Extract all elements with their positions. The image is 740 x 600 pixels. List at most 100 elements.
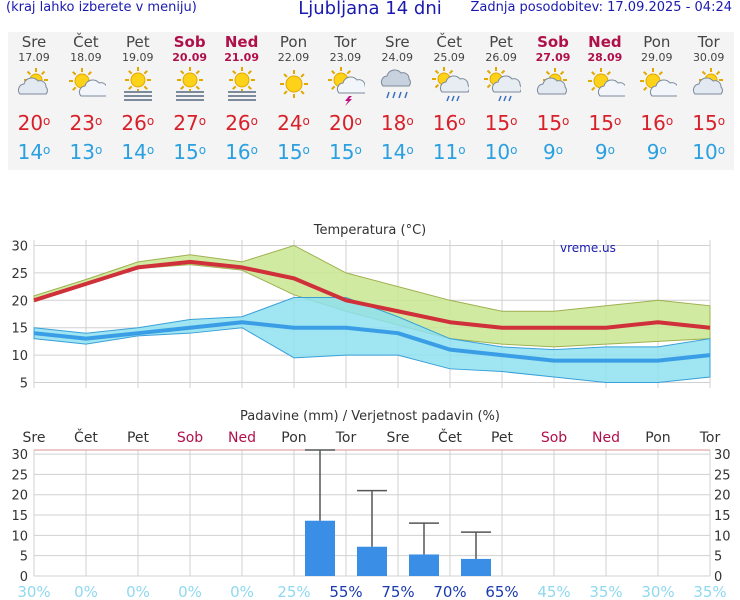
y-tick-label-left: 20 — [11, 489, 28, 504]
day-date: 18.09 — [70, 51, 102, 64]
sun-cloud-icon — [587, 68, 625, 97]
precip-probability: 0% — [178, 583, 202, 600]
sun-cloud-icon — [68, 68, 106, 97]
day-name: Sob — [173, 33, 206, 51]
temp-max: 20o — [328, 111, 362, 135]
precip-bar — [305, 520, 335, 576]
last-update-label: Zadnja posodobitev: 17.09.2025 - 04:24 — [470, 0, 732, 15]
y-tick-label-left: 0 — [20, 570, 28, 585]
x-tick-label: Ned — [592, 430, 620, 446]
daily-forecast-strip: Sre 17.09 20o 14o Čet 18.09 23o 13o Pet 19… — [8, 32, 734, 170]
precip-probability: 45% — [537, 583, 570, 600]
temp-min: 15o — [277, 140, 310, 164]
x-tick-label: Ned — [228, 430, 256, 446]
temp-max: 26o — [121, 111, 155, 135]
day-name: Sob — [537, 33, 569, 51]
precip-probability: 65% — [485, 583, 518, 600]
temp-max: 23o — [69, 111, 103, 135]
x-tick-label: Sob — [177, 430, 203, 446]
y-tick-label-left: 30 — [11, 448, 28, 463]
temp-max: 16o — [640, 111, 674, 135]
y-tick-label-right: 25 — [714, 468, 731, 483]
day-name: Sre — [385, 33, 410, 51]
day-date: 28.09 — [587, 51, 623, 64]
day-forecast: Ned 28.09 15o 9o — [579, 32, 631, 163]
day-forecast: Čet 25.09 16o 11o — [423, 32, 475, 163]
temp-min: 14o — [121, 140, 155, 164]
precip-probability: 70% — [433, 583, 466, 600]
temp-max: 18o — [380, 111, 414, 135]
precip-probability: 0% — [230, 583, 254, 600]
day-forecast: Tor 30.09 15o 10o — [683, 32, 735, 164]
day-date: 20.09 — [172, 51, 208, 64]
y-tick-label-left: 15 — [11, 509, 28, 524]
sun-rain-icon — [432, 67, 470, 102]
day-name: Čet — [436, 33, 462, 51]
y-tick-label-left: 10 — [11, 529, 28, 544]
day-name: Tor — [334, 33, 357, 51]
temp-min: 13o — [69, 140, 103, 164]
y-tick-label: 15 — [11, 322, 28, 337]
precip-probability: 35% — [589, 583, 622, 600]
day-forecast: Pet 19.09 26o 14o — [112, 32, 164, 164]
day-forecast: Sob 27.09 15o 9o — [527, 32, 579, 164]
precipitation-chart: Padavine (mm) / Verjetnost padavin (%) Sr… — [11, 409, 731, 600]
y-tick-label-left: 5 — [20, 550, 28, 565]
day-date: 30.09 — [692, 51, 725, 64]
y-tick-label: 30 — [11, 239, 28, 254]
day-forecast: Tor 23.09 20o 15o — [319, 32, 371, 163]
day-name: Ned — [224, 33, 259, 51]
y-tick-label-right: 15 — [714, 509, 731, 524]
day-forecast: Sre 24.09 18o 14o — [371, 32, 423, 164]
precip-probability: 30% — [17, 583, 50, 600]
precip-probability: 25% — [277, 583, 310, 600]
precip-bar — [461, 558, 491, 576]
sun-icon — [279, 70, 308, 98]
sun-fog-icon — [123, 67, 152, 101]
precip-bar — [409, 554, 439, 576]
precip-probability: 30% — [641, 583, 674, 600]
y-tick-label-right: 20 — [714, 489, 731, 504]
day-name: Pet — [489, 33, 513, 51]
location-menu-link[interactable]: (kraj lahko izberete v meniju) — [6, 0, 197, 15]
tmax-line — [33, 259, 711, 330]
y-tick-label-right: 30 — [714, 448, 731, 463]
day-name: Pet — [125, 33, 150, 51]
y-tick-label: 25 — [11, 267, 28, 282]
y-tick-label: 20 — [11, 294, 28, 309]
day-date: 23.09 — [329, 51, 362, 64]
day-name: Tor — [697, 33, 720, 51]
y-tick-label: 10 — [11, 349, 28, 364]
x-tick-label: Tor — [335, 430, 357, 446]
y-tick-label-right: 10 — [714, 529, 731, 544]
temp-max: 15o — [484, 111, 518, 135]
x-tick-label: Čet — [74, 428, 98, 446]
day-date: 29.09 — [641, 51, 673, 64]
day-forecast: Pon 22.09 24o 15o — [268, 32, 320, 164]
day-date: 17.09 — [18, 51, 50, 64]
day-forecast: Pet 26.09 15o 10o — [475, 32, 527, 163]
precip-probability: 0% — [74, 583, 98, 600]
temp-min: 14o — [17, 140, 51, 164]
day-forecast: Čet 18.09 23o 13o — [60, 32, 112, 163]
temp-min: 9o — [542, 140, 564, 164]
day-date: 24.09 — [381, 51, 414, 64]
x-tick-label: Tor — [699, 430, 721, 446]
temp-min: 15o — [173, 140, 207, 164]
tmin-range-band — [33, 297, 711, 384]
precip-bar — [357, 546, 387, 576]
day-name: Ned — [588, 33, 622, 51]
precip-probability: 75% — [381, 583, 414, 600]
day-date: 25.09 — [433, 51, 465, 64]
temp-max: 20o — [17, 111, 51, 135]
y-tick-label: 5 — [20, 377, 28, 392]
temp-max: 26o — [225, 111, 258, 135]
temp-min: 11o — [432, 140, 466, 164]
day-date: 22.09 — [277, 51, 310, 64]
temp-max: 15o — [536, 111, 570, 135]
precip-probability: 0% — [126, 583, 150, 600]
day-date: 19.09 — [122, 51, 154, 64]
partly-cloudy-icon — [17, 68, 48, 95]
day-forecast: Sob 20.09 27o 15o — [164, 32, 216, 164]
sun-rain-icon — [484, 67, 522, 102]
